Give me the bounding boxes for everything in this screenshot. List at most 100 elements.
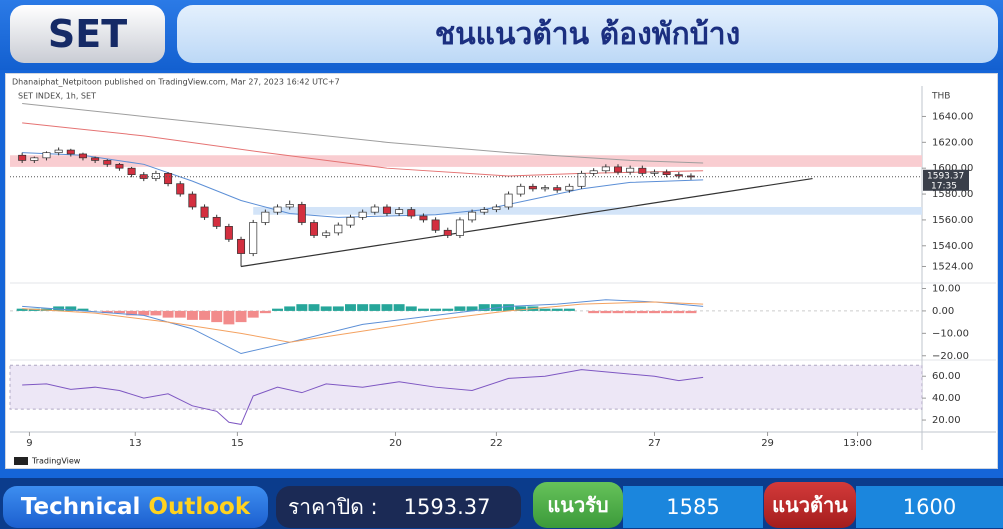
macd-bar [211, 310, 223, 323]
macd-bar [332, 306, 344, 311]
macd-bar [126, 310, 138, 316]
macd-bar [296, 304, 308, 311]
candle-body [419, 215, 428, 221]
macd-bar [588, 310, 600, 314]
macd-bar [478, 304, 490, 311]
candle-body [30, 157, 39, 161]
candle-body [626, 167, 635, 173]
macd-bar [661, 310, 673, 314]
symbol-label: SET INDEX, 1h, SET [18, 92, 96, 101]
macd-bar [673, 310, 685, 314]
candle-body [91, 157, 100, 161]
macd-bar [503, 304, 515, 311]
support-label: แนวรับ [533, 482, 623, 528]
x-tick-label: 27 [648, 438, 661, 449]
logo: TradingView [31, 457, 81, 466]
candle-body [589, 170, 598, 174]
macd-bar [174, 310, 186, 318]
resistance-value: 1600 [856, 486, 1003, 528]
candle-body [78, 153, 87, 159]
candle-body [127, 167, 136, 176]
y-tick-label: 0.00 [932, 306, 954, 317]
y-tick-label: 10.00 [932, 283, 961, 294]
candle-body [54, 149, 63, 154]
candle-body [346, 216, 355, 226]
moving-average [22, 103, 704, 164]
rsi-band [9, 364, 923, 410]
candle-body [273, 206, 282, 213]
zone [10, 155, 922, 167]
candle-body [614, 166, 622, 173]
logo-icon [14, 457, 28, 465]
macd-bar [417, 308, 429, 311]
macd-bar [162, 310, 174, 318]
candle-body [650, 171, 659, 174]
y-tick-label: 1600.00 [932, 163, 973, 174]
candle-body [541, 187, 550, 190]
y-tick-label: 20.00 [932, 415, 961, 426]
candle-body [492, 206, 501, 210]
candle-body [674, 174, 683, 177]
currency: THB [931, 92, 950, 102]
macd-bar [284, 306, 296, 311]
chart: Dhanaiphat_Netpitoon published on Tradin… [9, 78, 996, 466]
candle-body [528, 185, 537, 190]
macd-bar [247, 310, 259, 318]
support-value: 1585 [623, 486, 763, 528]
candle-body [407, 209, 416, 217]
last-price-box [923, 169, 969, 191]
macd-bar [186, 310, 198, 320]
candle-body [334, 224, 343, 234]
macd-bar [685, 310, 697, 314]
candle-body [176, 183, 185, 195]
candle-body [310, 222, 318, 236]
macd-bar [16, 308, 28, 311]
macd-bar [600, 310, 612, 314]
macd-bar [101, 310, 113, 314]
candle-body [151, 173, 160, 179]
y-tick-label: 1580.00 [932, 189, 973, 200]
macd-line [22, 299, 704, 355]
y-tick-label: 1640.00 [932, 111, 973, 122]
macd-bar [612, 310, 624, 314]
close-value: 1593.37 [403, 495, 491, 519]
brand-1: Technical [20, 494, 141, 520]
y-tick-label: −10.00 [932, 328, 969, 339]
candle-body [516, 185, 525, 195]
x-tick-label: 9 [26, 438, 32, 449]
last-price-label: 1593.37 [927, 171, 964, 181]
candle-body [139, 174, 148, 179]
candle-body [164, 173, 173, 185]
candle-body [504, 193, 513, 208]
candle-body [188, 193, 197, 208]
macd-bar [357, 304, 369, 311]
y-tick-label: 60.00 [932, 371, 961, 382]
macd-bar [235, 310, 247, 323]
macd-bar [259, 310, 271, 314]
moving-average [22, 122, 704, 177]
candle-body [601, 166, 610, 172]
x-tick-label: 22 [490, 438, 503, 449]
candle-body [395, 209, 404, 214]
macd-bar [466, 306, 478, 311]
macd-bar [150, 310, 162, 316]
macd-bar [539, 308, 551, 311]
macd-bar [405, 306, 417, 311]
close-label: ราคาปิด : [288, 494, 378, 519]
y-tick-label: 1620.00 [932, 137, 973, 148]
macd-line [22, 301, 704, 343]
candle-body [468, 211, 477, 221]
macd-bar [308, 304, 320, 311]
close-box: ราคาปิด : 1593.37 [276, 486, 521, 528]
candle-body [553, 187, 562, 191]
zone [253, 206, 922, 215]
macd-bar [563, 308, 575, 311]
candle-body [224, 226, 233, 240]
rsi-line [22, 369, 704, 425]
x-tick-label: 29 [761, 438, 774, 449]
candle-body [237, 238, 246, 254]
candle-body [42, 152, 51, 159]
trendline [240, 177, 813, 268]
x-tick-label: 20 [389, 438, 402, 449]
